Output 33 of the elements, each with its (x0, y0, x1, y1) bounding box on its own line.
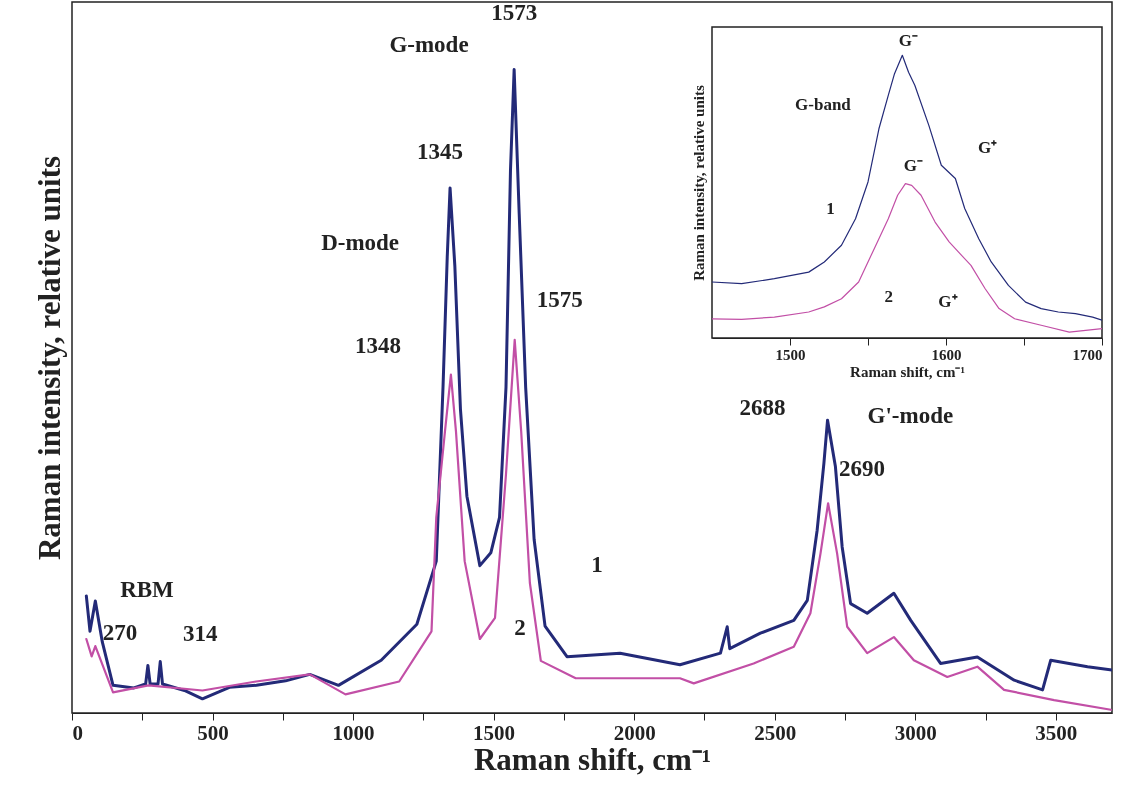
annotation: 270 (102, 620, 138, 646)
series-label: 2 (884, 287, 893, 307)
x-tick-label: 1600 (931, 346, 962, 363)
annotation: D-mode (321, 230, 400, 256)
x-tick-label: 0 (72, 720, 83, 745)
annotation: G⁺ (977, 138, 998, 158)
text: 1 (591, 552, 603, 578)
annotation: RBM (120, 577, 175, 602)
x-tick-label: 2500 (754, 720, 797, 745)
x-tick-label: 1700 (1072, 346, 1103, 363)
annotation: G'-mode (867, 402, 954, 428)
annotation: 2688 (739, 395, 786, 421)
annotation: G⁻ (898, 31, 918, 51)
text: G-mode (389, 32, 469, 57)
annotation: 1573 (491, 0, 538, 25)
annotation: 1575 (536, 286, 583, 312)
annotation: 1345 (417, 138, 464, 164)
series-label: 2 (514, 614, 526, 640)
annotation: 2690 (839, 456, 886, 482)
annotation: 314 (183, 620, 219, 646)
x-axis-title: Raman shift, cm⁻¹ (850, 363, 965, 380)
annotation: G-band (795, 94, 852, 114)
annotation: G⁺ (938, 292, 958, 312)
annotation: 1348 (354, 332, 401, 358)
series-label: 1 (826, 198, 835, 218)
x-tick-label: 1500 (775, 346, 806, 363)
x-tick-label: 500 (197, 720, 229, 745)
annotation: G⁻ (903, 155, 924, 175)
y-axis-title: Raman intensity, relative units (690, 85, 707, 281)
x-tick-label: 1000 (332, 720, 375, 745)
x-tick-label: 3000 (894, 720, 937, 745)
y-axis-title: Raman intensity, relative units (31, 155, 67, 561)
x-tick-label: 3500 (1035, 720, 1078, 745)
